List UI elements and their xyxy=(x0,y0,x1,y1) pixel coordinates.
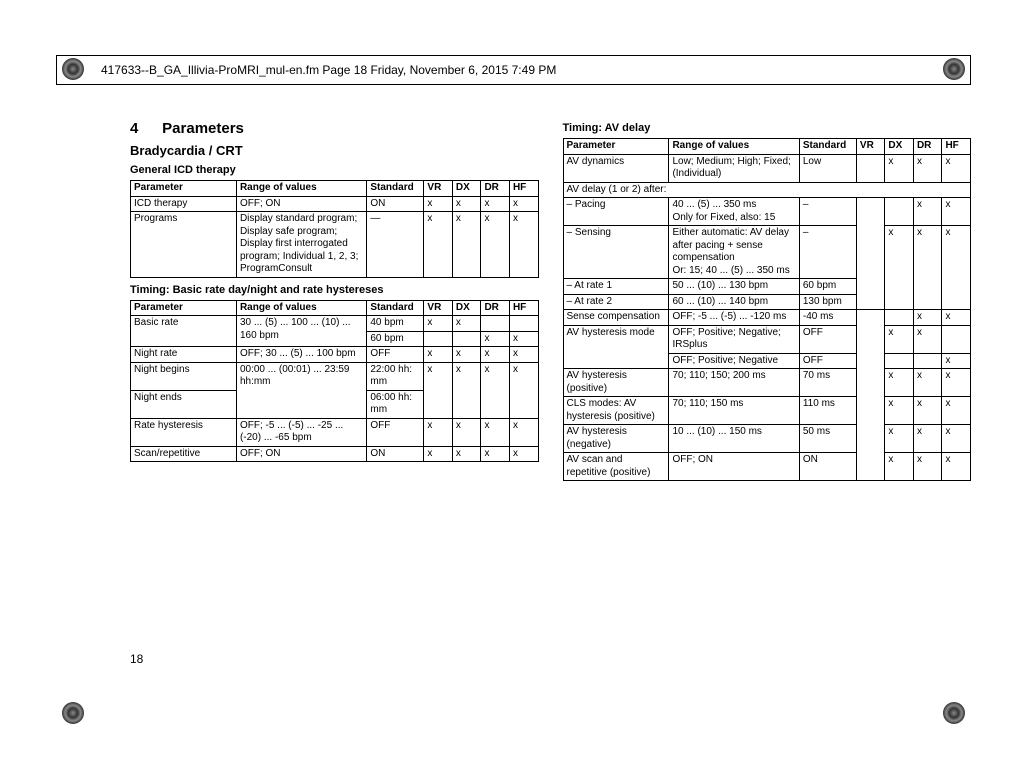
chapter-number: 4 xyxy=(130,120,158,137)
table-row: Sense compensation OFF; -5 ... (-5) ... … xyxy=(563,310,971,326)
chapter-title: Parameters xyxy=(162,120,244,137)
table-caption: General ICD therapy xyxy=(130,164,539,176)
table-row: ICD therapy OFF; ON ON x x x x xyxy=(131,196,539,212)
table-timing-basic: Parameter Range of values Standard VR DX… xyxy=(130,300,539,463)
table-row: CLS modes: AV hysteresis (positive) 70; … xyxy=(563,397,971,425)
th: DX xyxy=(452,181,481,197)
table-row: Night rate OFF; 30 ... (5) ... 100 bpm O… xyxy=(131,347,539,363)
table-row: AV hysteresis mode OFF; Positive; Negati… xyxy=(563,325,971,353)
table-timing-av: Parameter Range of values Standard VR DX… xyxy=(563,138,972,481)
table-row: AV dynamics Low; Medium; High; Fixed; (I… xyxy=(563,154,971,182)
th: Range of values xyxy=(236,181,366,197)
th: HF xyxy=(509,181,538,197)
chapter-heading: 4 Parameters xyxy=(130,120,539,137)
page-number: 18 xyxy=(130,652,143,666)
table-header-row: Parameter Range of values Standard VR DX… xyxy=(563,139,971,155)
table-row: Programs Display standard program; Displ… xyxy=(131,212,539,278)
crop-mark-icon xyxy=(943,702,965,724)
table-row: AV scan and repetitive (positive) OFF; O… xyxy=(563,453,971,481)
left-column: 4 Parameters Bradycardia / CRT General I… xyxy=(130,120,539,481)
table-row: – Sensing Either automatic: AV delay aft… xyxy=(563,226,971,279)
th: DR xyxy=(481,181,510,197)
table-row: – Pacing 40 ... (5) ... 350 ms Only for … xyxy=(563,198,971,226)
table-row: Basic rate 30 ... (5) ... 100 ... (10) .… xyxy=(131,316,539,332)
table-caption: Timing: Basic rate day/night and rate hy… xyxy=(130,284,539,296)
table-row: Night begins 00:00 ... (00:01) ... 23:59… xyxy=(131,362,539,390)
th: VR xyxy=(424,181,453,197)
th: Standard xyxy=(367,181,424,197)
table-row: Scan/repetitive OFF; ON ON x x x x xyxy=(131,446,539,462)
table-header-row: Parameter Range of values Standard VR DX… xyxy=(131,300,539,316)
table-general-icd: Parameter Range of values Standard VR DX… xyxy=(130,180,539,278)
table-row: AV hysteresis (negative) 10 ... (10) ...… xyxy=(563,425,971,453)
right-column: Timing: AV delay Parameter Range of valu… xyxy=(563,120,972,481)
table-row: AV delay (1 or 2) after: xyxy=(563,182,971,198)
table-caption: Timing: AV delay xyxy=(563,122,972,134)
th: Parameter xyxy=(131,181,237,197)
page-content: 4 Parameters Bradycardia / CRT General I… xyxy=(130,120,971,481)
doc-header-text: 417633--B_GA_Illivia-ProMRI_mul-en.fm Pa… xyxy=(101,63,556,77)
table-header-row: Parameter Range of values Standard VR DX… xyxy=(131,181,539,197)
doc-header-bar: 417633--B_GA_Illivia-ProMRI_mul-en.fm Pa… xyxy=(56,55,971,85)
table-row: AV hysteresis (positive) 70; 110; 150; 2… xyxy=(563,369,971,397)
crop-mark-icon xyxy=(62,702,84,724)
section-title: Bradycardia / CRT xyxy=(130,143,539,158)
table-row: Rate hysteresis OFF; -5 ... (-5) ... -25… xyxy=(131,418,539,446)
